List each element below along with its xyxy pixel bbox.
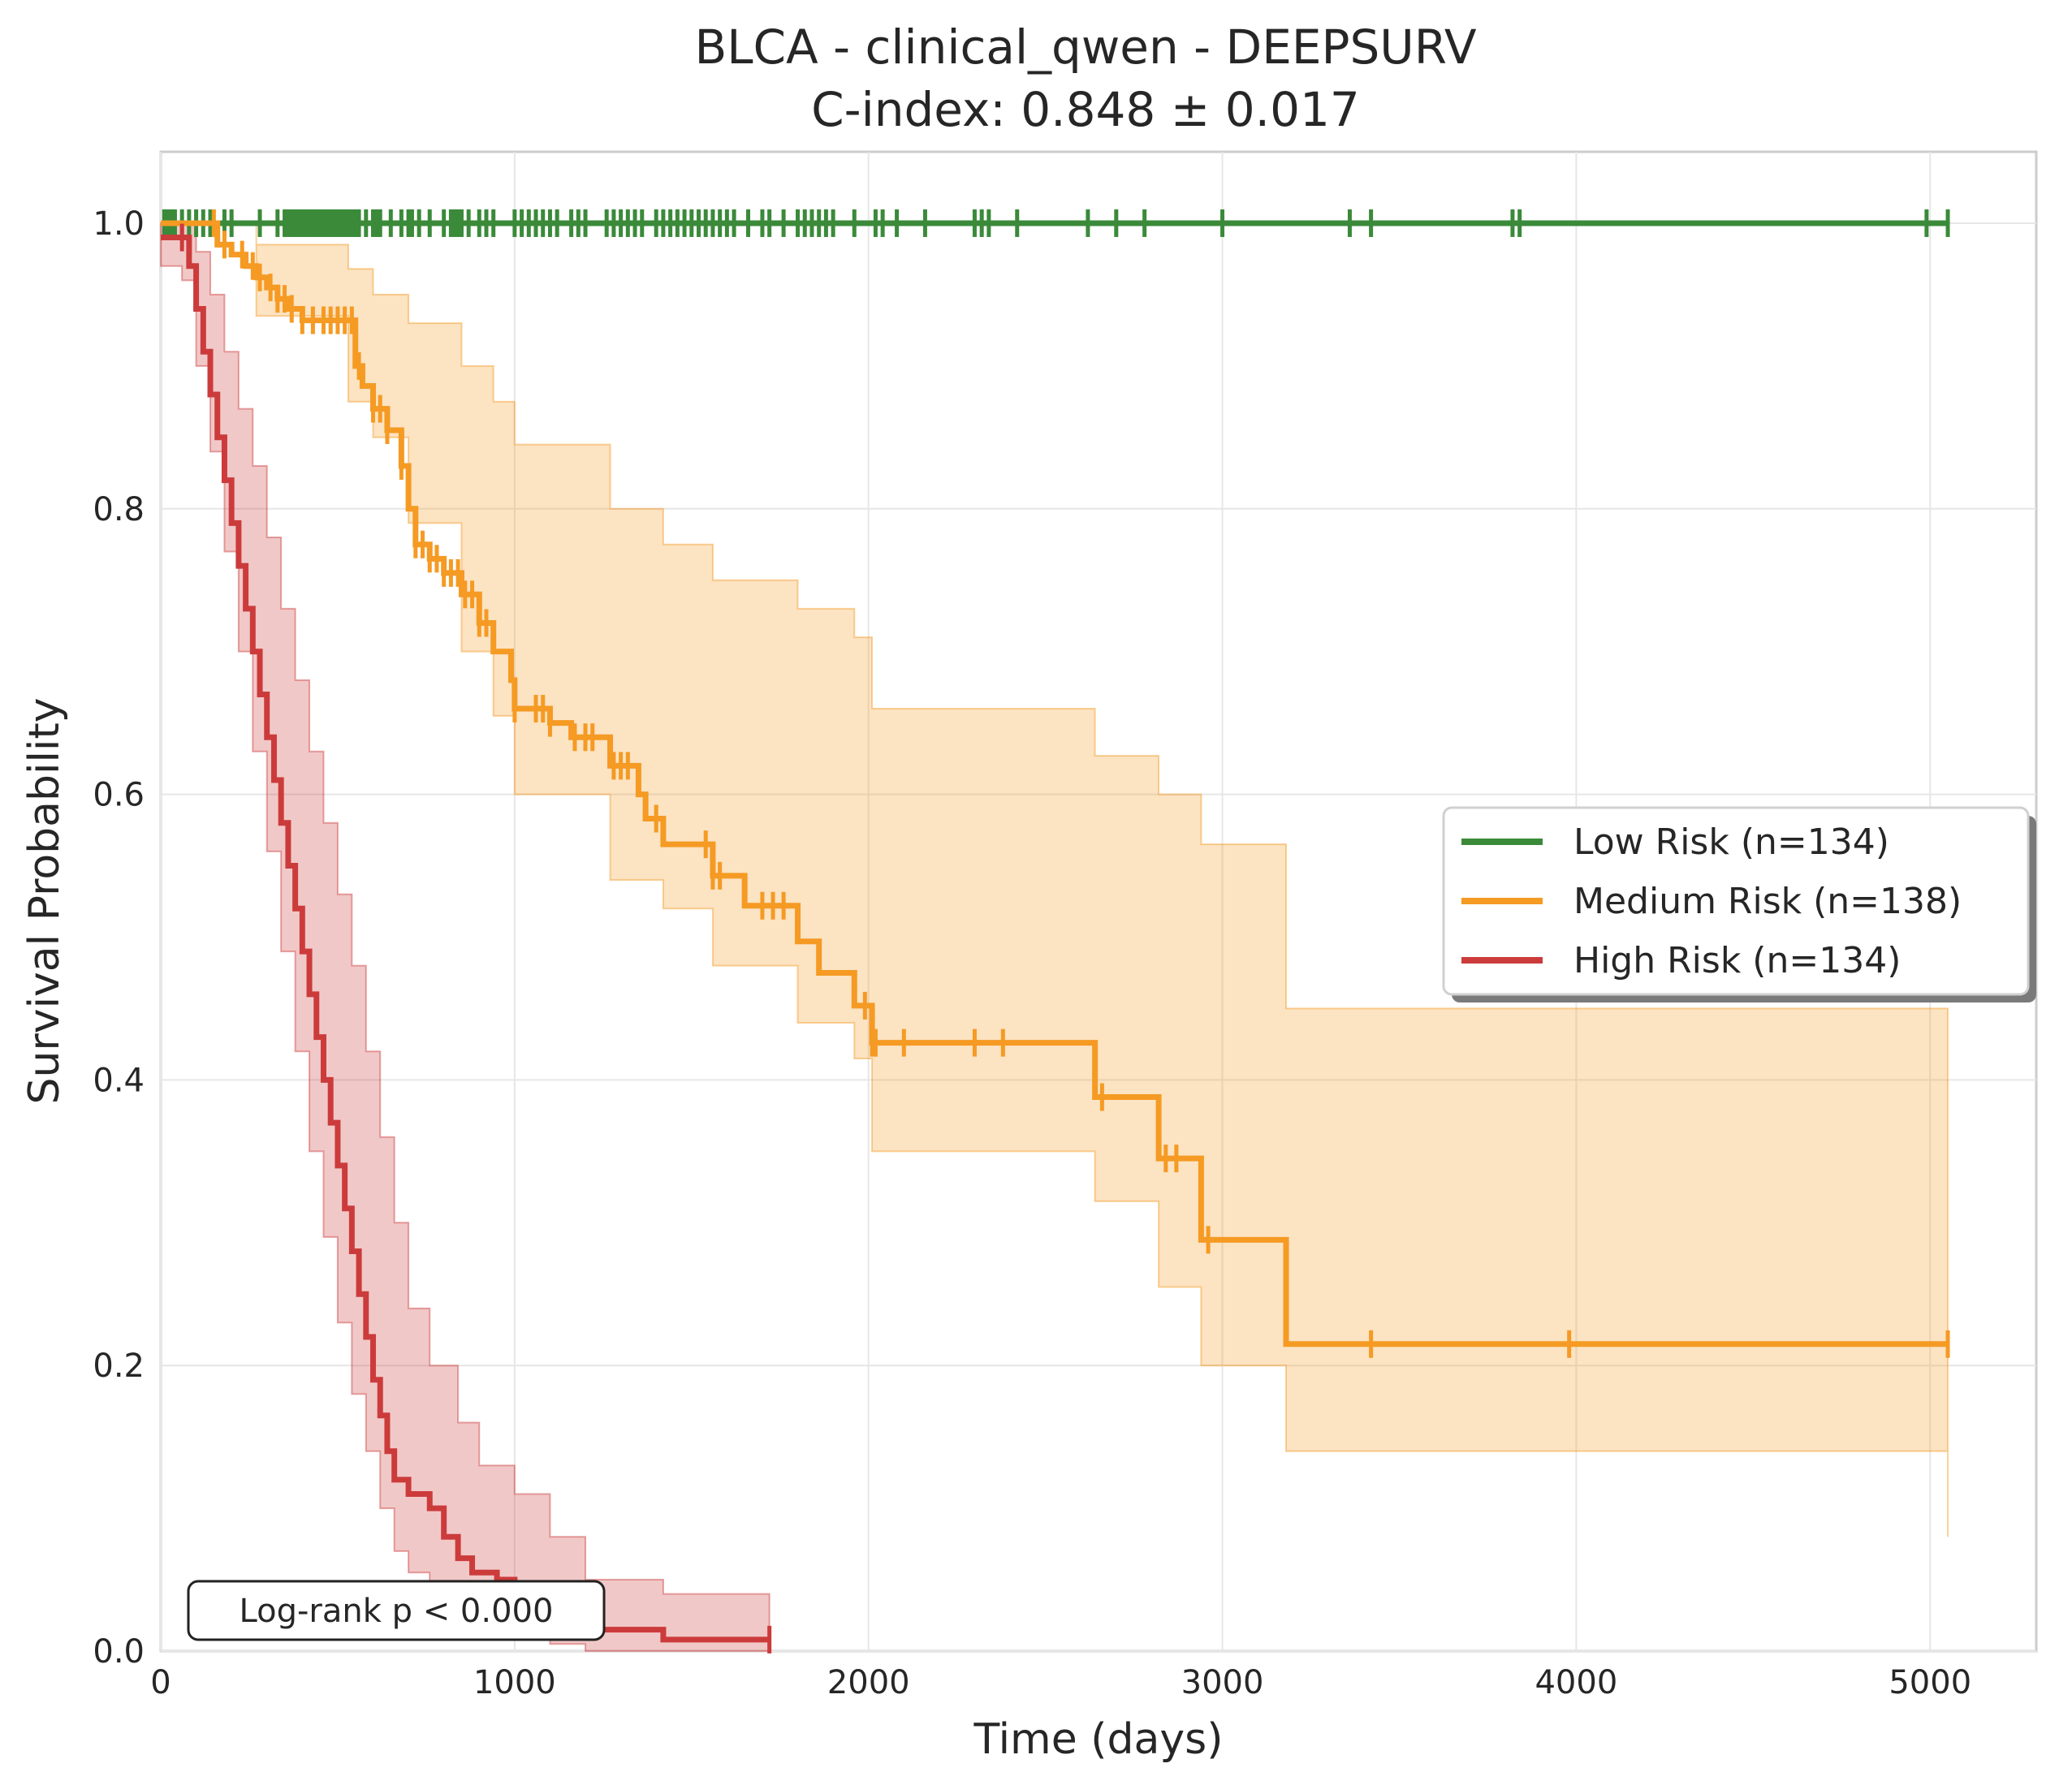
y-tick-label: 0.6: [93, 777, 145, 814]
annotation-box: [187, 1580, 606, 1641]
legend-items: Low Risk (n=134) Medium Risk (n=138) High …: [1461, 821, 1962, 981]
high-risk-curve: [161, 235, 770, 1643]
survival-curves: [161, 209, 1950, 1653]
x-tick-label: 1000: [473, 1664, 556, 1701]
x-tick-label: 3000: [1181, 1664, 1264, 1701]
x-tick-label: 2000: [827, 1664, 910, 1701]
medium-risk-legend-label: Medium Risk (n=138): [1573, 881, 1962, 922]
medium-risk-ci-band: [161, 222, 1949, 1537]
y-tick-label: 0.2: [93, 1347, 145, 1385]
y-tick-label: 0.4: [93, 1062, 145, 1099]
low-risk-legend-label: Low Risk (n=134): [1573, 821, 1889, 863]
high-risk-legend-label: High Risk (n=134): [1573, 940, 1901, 981]
x-tick-label: 4000: [1535, 1664, 1617, 1701]
y-tick-label: 0.0: [93, 1633, 145, 1671]
x-tick-label: 0: [150, 1664, 171, 1701]
x-tick-label: 5000: [1889, 1664, 1971, 1701]
chart-subtitle: C-index: 0.848 ± 0.017: [811, 82, 1360, 137]
y-tick-label: 1.0: [93, 205, 145, 243]
medium-risk-curve: [161, 220, 1949, 1347]
x-axis-label: Time (days): [973, 1715, 1223, 1764]
confidence-bands: [160, 222, 1949, 1652]
annotation-text: Log-rank p < 0.000: [240, 1593, 554, 1630]
high-risk-ci-band: [160, 222, 771, 1652]
y-axis-label: Survival Probability: [20, 697, 69, 1104]
logrank-annotation: Log-rank p < 0.000: [187, 1580, 606, 1641]
axis-ticks: 0 1000 2000 3000 4000 5000 0.0 0.2 0.4 0.6 0.8 1.0: [93, 205, 1971, 1701]
legend-box: [1442, 806, 2030, 996]
legend: Low Risk (n=134) Medium Risk (n=138) High …: [1442, 806, 2036, 1002]
chart-title: BLCA - clinical_qwen - DEEPSURV: [694, 19, 1476, 75]
y-tick-label: 0.8: [93, 491, 145, 528]
